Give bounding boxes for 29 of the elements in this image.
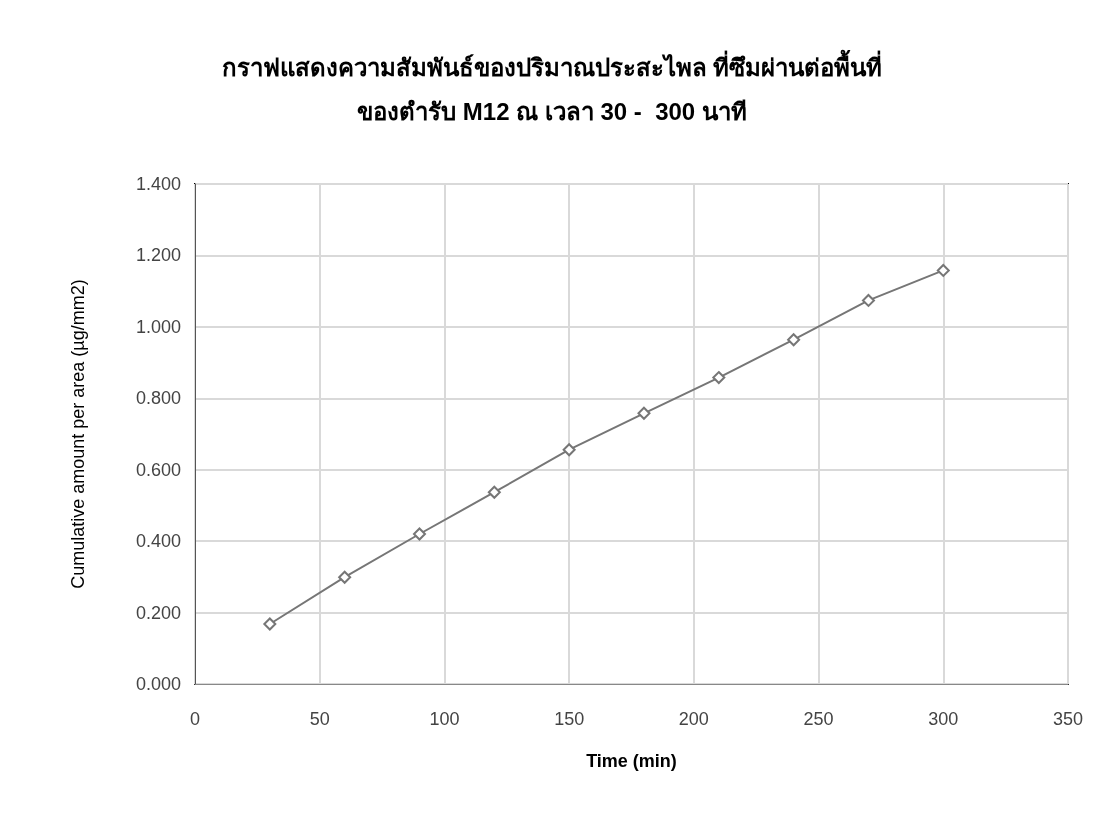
point bbox=[412, 527, 426, 541]
x-tick-label: 100 bbox=[429, 709, 460, 729]
y-tick-label: 0.600 bbox=[135, 459, 181, 480]
point bbox=[487, 485, 501, 499]
point bbox=[936, 263, 950, 277]
y-tick-label: 1.400 bbox=[135, 174, 181, 194]
y-tick-label: 1.200 bbox=[135, 245, 181, 266]
x-tick-label: 50 bbox=[309, 709, 330, 729]
chart-title: กราฟแสดงความสัมพันธ์ของปริมาณประสะไพล ที่ซึมผ่านต่อพื้นที่ ของตำรับ M12 ณ เวลา 30 - 300 นาที bbox=[221, 48, 883, 125]
x-axis-title: Time (min) bbox=[586, 751, 677, 771]
x-tick-label: 200 bbox=[678, 709, 709, 729]
point bbox=[712, 371, 726, 385]
point bbox=[861, 293, 875, 307]
point bbox=[338, 570, 352, 584]
x-tick-label: 300 bbox=[928, 709, 959, 729]
x-tick-label: 250 bbox=[803, 709, 834, 729]
point bbox=[263, 617, 277, 631]
y-tick-label: 0.000 bbox=[135, 674, 181, 694]
y-tick-label: 0.800 bbox=[135, 388, 181, 409]
x-tick-label: 150 bbox=[554, 709, 585, 729]
y-tick-label: 1.000 bbox=[135, 316, 181, 337]
y-tick-label: 0.200 bbox=[135, 602, 181, 623]
point bbox=[637, 406, 651, 420]
x-tick-label: 350 bbox=[1052, 709, 1084, 729]
point bbox=[787, 333, 801, 347]
point bbox=[562, 443, 576, 457]
y-tick-label: 0.400 bbox=[135, 531, 181, 552]
y-axis-title: Cumulative amount per area (µg/mm2) bbox=[68, 279, 88, 589]
x-tick-label: 0 bbox=[189, 709, 201, 729]
